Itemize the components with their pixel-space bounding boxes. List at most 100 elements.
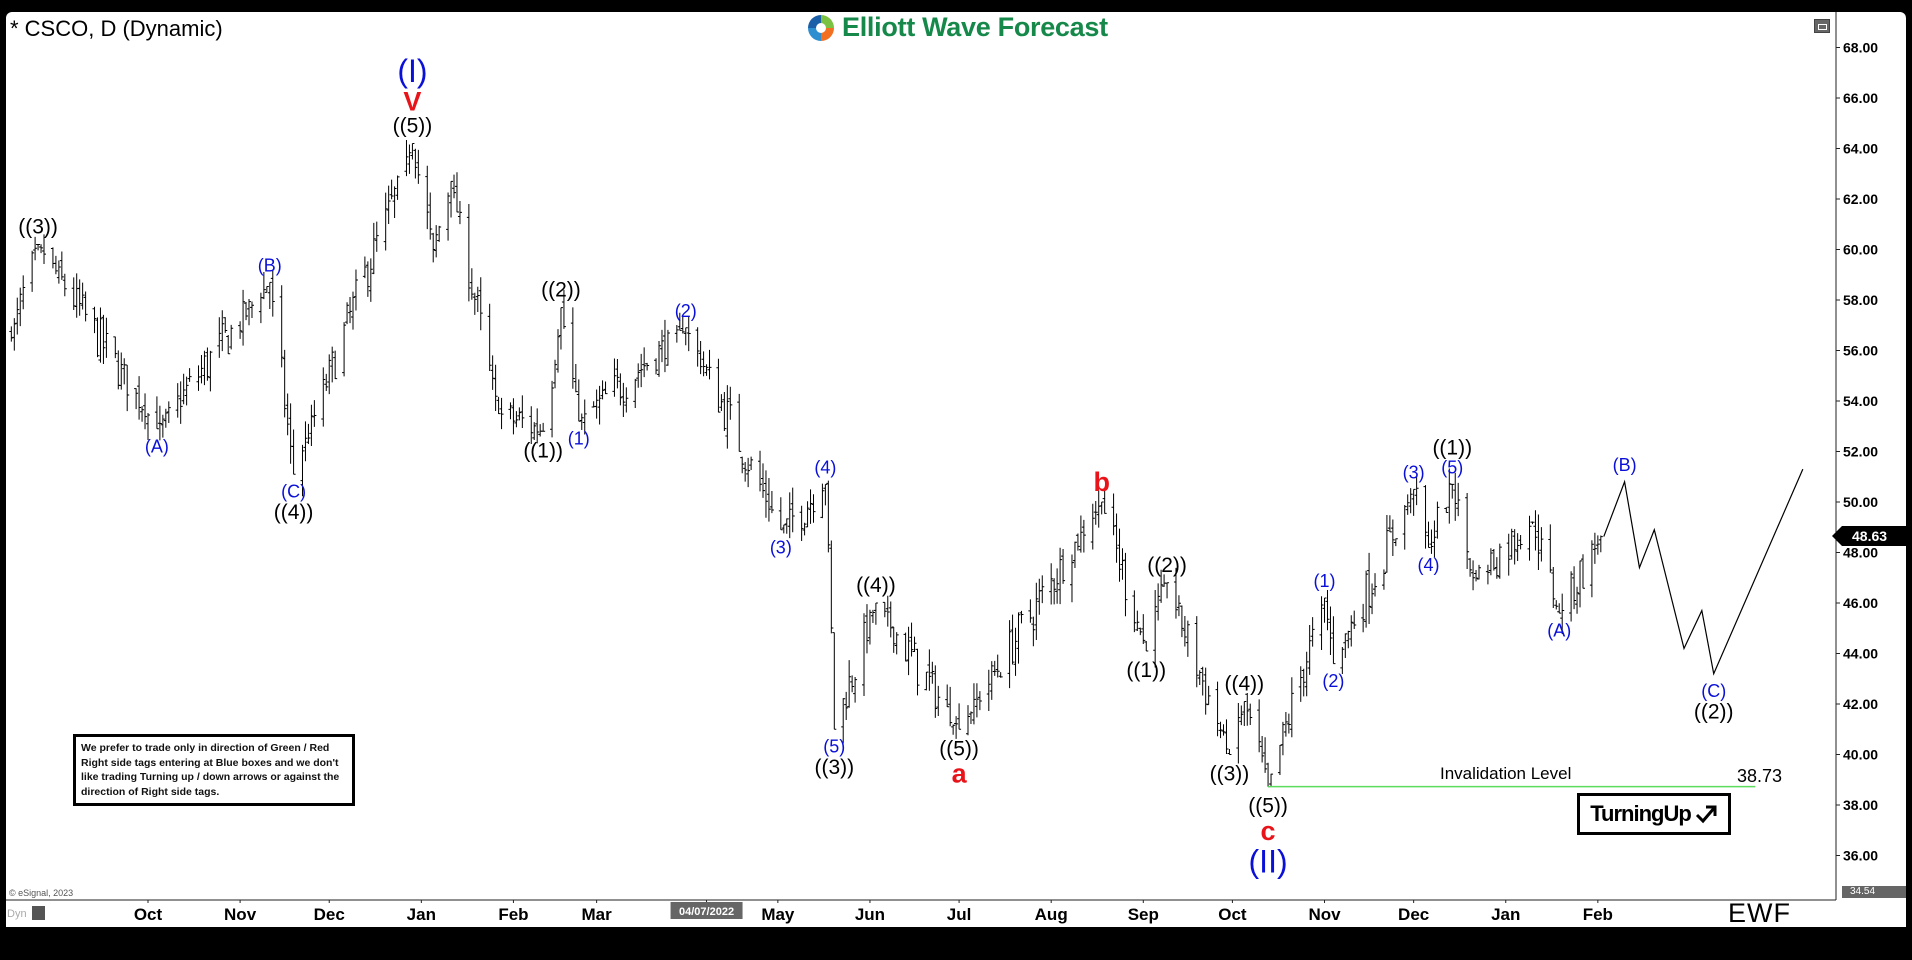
price-bar	[146, 413, 150, 440]
price-bar	[160, 414, 165, 438]
price-bar	[1013, 627, 1018, 676]
wave-label: (A)	[145, 436, 169, 456]
price-bars	[9, 139, 1603, 788]
price-bar	[882, 601, 887, 618]
price-bar	[1551, 566, 1556, 609]
price-bar	[1405, 494, 1410, 515]
price-bar	[597, 385, 602, 425]
wave-label: (3)	[770, 537, 792, 557]
price-bar	[636, 363, 641, 388]
price-bar	[763, 470, 768, 518]
price-bar	[511, 398, 516, 435]
price-bar	[1277, 744, 1282, 776]
price-bar	[92, 306, 97, 334]
price-bar	[1031, 616, 1036, 647]
price-chart[interactable]: 68.00 66.00 64.00 62.00 60.00 58.00 56.00 54.00…	[0, 0, 1912, 933]
price-bar	[820, 483, 825, 519]
price-bar	[645, 362, 650, 371]
price-bar	[1485, 564, 1490, 585]
price-bar	[362, 256, 367, 279]
price-bar	[704, 364, 709, 376]
copyright: © eSignal, 2023	[9, 888, 74, 898]
y-tick-label: 46.00	[1843, 595, 1878, 611]
price-bar	[1221, 724, 1226, 736]
price-bar	[781, 524, 786, 534]
y-tick-label: 68.00	[1843, 40, 1878, 56]
price-bar	[1218, 721, 1223, 739]
price-bar	[1444, 507, 1449, 513]
price-bar	[760, 463, 765, 498]
price-bar	[1310, 617, 1315, 647]
price-bar	[538, 424, 543, 437]
price-bar	[1286, 713, 1291, 734]
price-bar	[267, 281, 272, 310]
price-bar	[1387, 515, 1392, 533]
price-bar	[279, 285, 284, 368]
price-bar	[728, 386, 733, 420]
price-bar	[665, 329, 670, 366]
price-bar	[98, 307, 103, 363]
price-bar	[1575, 586, 1580, 614]
low-price-tag: 34.54	[1842, 886, 1906, 898]
price-bar	[454, 172, 459, 213]
price-bar	[1227, 748, 1232, 755]
y-tick-label: 42.00	[1843, 696, 1878, 712]
price-bar	[529, 406, 534, 445]
price-bar	[350, 291, 355, 330]
price-bar	[680, 315, 685, 334]
price-bar	[220, 310, 225, 352]
price-bar	[1367, 552, 1372, 624]
x-tick-label: Jan	[1491, 905, 1520, 924]
price-bar	[826, 480, 831, 553]
price-bar	[707, 349, 712, 380]
price-bar	[1257, 699, 1262, 753]
x-tick-label: 04/07/2022	[679, 906, 734, 918]
price-bar	[1432, 520, 1437, 558]
price-bar	[327, 354, 332, 395]
turning-up-label: TurningUp	[1590, 801, 1692, 826]
price-bar	[1539, 527, 1544, 562]
wave-label: c	[1261, 816, 1276, 846]
wave-label: (5)	[823, 737, 845, 757]
price-bar	[404, 139, 409, 177]
price-bar	[885, 595, 890, 627]
price-bar	[829, 540, 834, 634]
price-bar	[1224, 719, 1229, 755]
price-bar	[677, 312, 682, 331]
price-bar	[1533, 510, 1538, 551]
price-bar	[1381, 569, 1386, 590]
price-bar	[1384, 515, 1389, 573]
price-bar	[1488, 548, 1493, 576]
price-bar	[386, 185, 391, 224]
price-bar	[965, 705, 970, 736]
price-bar	[912, 636, 917, 653]
y-tick-label: 36.00	[1843, 848, 1878, 864]
price-bar	[1595, 535, 1600, 555]
dynamic-label[interactable]: Dyn	[7, 908, 27, 920]
price-bar	[716, 358, 721, 413]
wave-label: ((1))	[1126, 659, 1166, 682]
price-bar	[1414, 477, 1419, 506]
y-tick-label: 58.00	[1843, 292, 1878, 308]
price-bar	[1176, 595, 1181, 617]
price-bar	[1343, 633, 1348, 659]
price-bar	[1075, 533, 1080, 551]
y-tick-label: 38.00	[1843, 797, 1878, 813]
price-bar	[769, 491, 774, 514]
price-bar	[389, 179, 394, 200]
price-bar	[1194, 616, 1199, 688]
price-bar	[903, 632, 908, 662]
price-bar	[321, 367, 326, 427]
restore-window-icon[interactable]	[1814, 19, 1830, 33]
price-bar	[1280, 721, 1285, 756]
lock-icon[interactable]	[32, 906, 45, 920]
price-bar	[618, 373, 623, 406]
price-bar	[951, 724, 956, 735]
price-bar	[1120, 548, 1125, 580]
price-bar	[333, 350, 338, 380]
price-bar	[374, 221, 379, 252]
wave-label: (2)	[675, 301, 697, 321]
price-bar	[1159, 569, 1164, 603]
x-tick-label: Feb	[1583, 905, 1613, 924]
price-bar	[1099, 501, 1104, 515]
